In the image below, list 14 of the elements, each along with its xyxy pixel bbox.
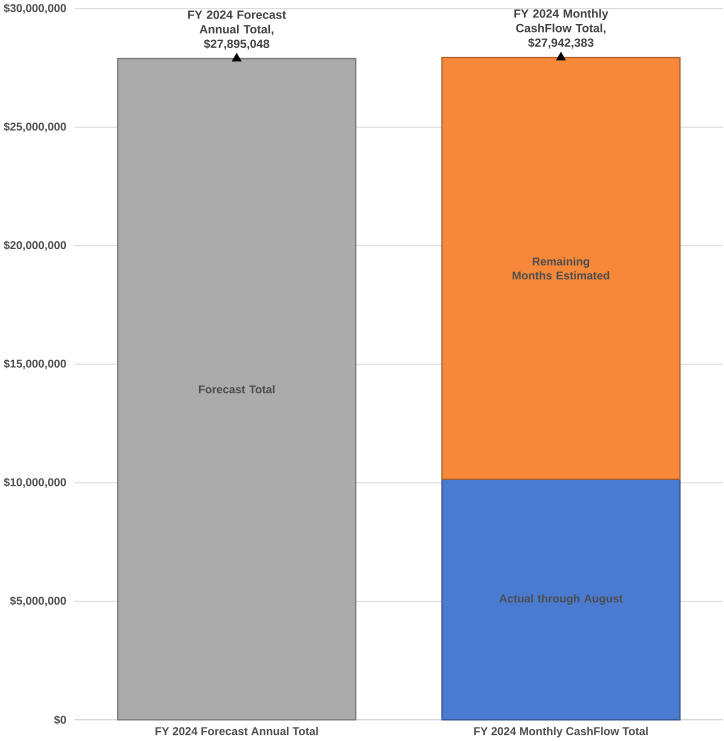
series-label: Remaining Months Estimated xyxy=(512,257,610,280)
y-tick-label: $20,000,000 xyxy=(4,240,66,251)
x-tick-label: FY 2024 Monthly CashFlow Total xyxy=(474,726,648,738)
series-label: Actual through August xyxy=(500,594,623,605)
annotation: FY 2024 Forecast Annual Total, $27,895,048 xyxy=(188,10,286,50)
y-tick-label: $5,000,000 xyxy=(10,596,66,606)
y-tick-label: $25,000,000 xyxy=(4,122,66,132)
x-tick-label: FY 2024 Forecast Annual Total xyxy=(156,726,318,736)
y-tick-label: $0 xyxy=(54,715,66,724)
annotation: FY 2024 Monthly CashFlow Total, $27,942,383 xyxy=(514,9,609,49)
y-tick-label: $30,000,000 xyxy=(4,4,66,14)
y-tick-label: $10,000,000 xyxy=(4,478,66,488)
y-tick-label: $15,000,000 xyxy=(4,359,66,370)
series-label: Forecast Total xyxy=(199,385,275,394)
